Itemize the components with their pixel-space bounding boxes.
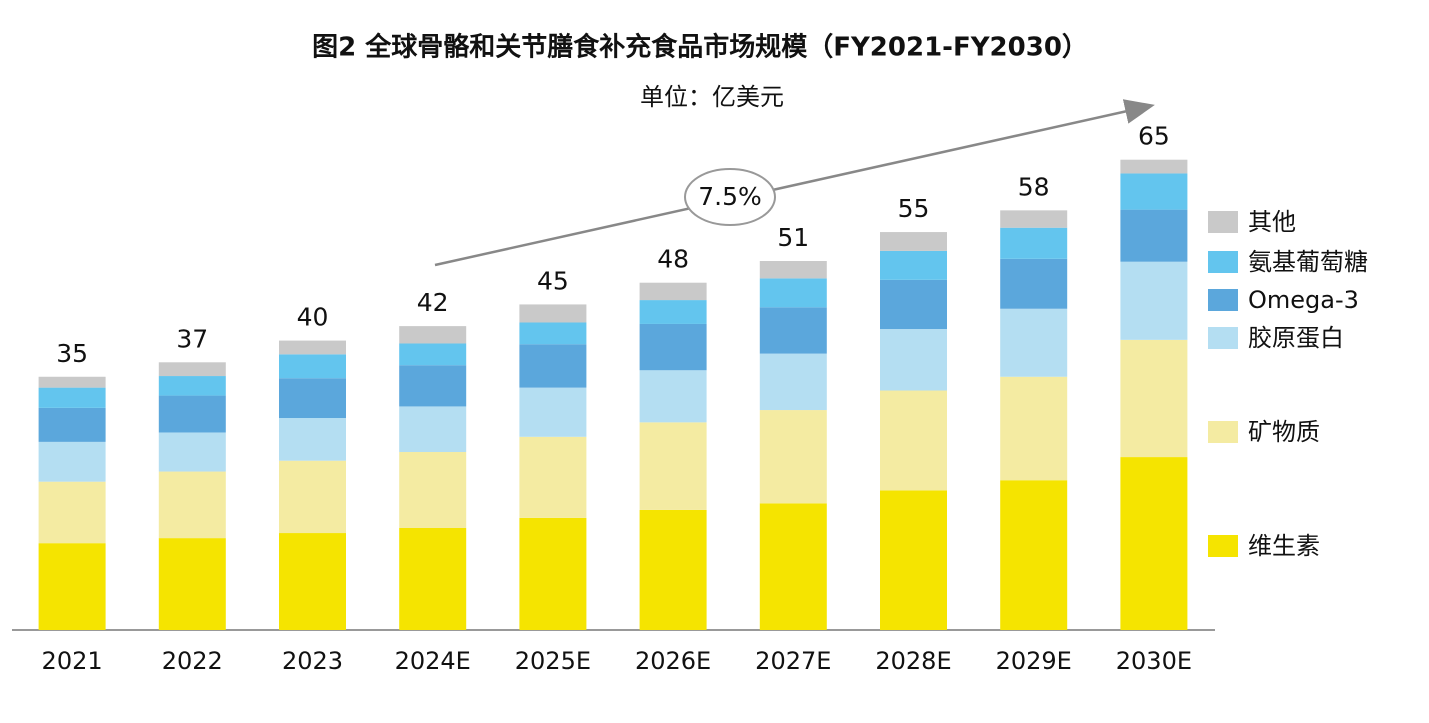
bar-segment [158,471,226,539]
x-tick-label: 2027E [755,647,831,675]
bar-segment [639,323,707,371]
bar-segment [759,307,827,354]
total-label: 65 [1138,122,1170,151]
total-label: 51 [777,223,809,252]
bar-segment [1000,258,1068,309]
legend-swatch [1208,251,1238,273]
bar-segment [880,329,947,391]
total-label: 45 [537,266,569,295]
bar-segment [399,365,467,407]
bar-segment [1120,457,1188,630]
bar-segment [158,538,226,630]
bar-segment [38,407,106,442]
bar-segment [639,282,707,301]
x-tick-label: 2025E [515,647,591,675]
bar-segment [1000,376,1068,481]
bar-segment [1120,159,1188,174]
bar-segment [279,354,346,379]
bar-segment [880,250,947,280]
bar-segment [1120,261,1188,340]
bar-segment [639,422,707,510]
total-label: 40 [297,303,329,332]
bar-segment [1000,210,1068,228]
bar-segment [1120,209,1188,262]
bar-segment [759,261,827,279]
bar-segment [519,387,587,437]
legend-label: 维生素 [1248,532,1320,560]
bar-segment [399,527,467,630]
bar-segment [399,343,467,366]
bar-segment [399,452,467,528]
total-label: 42 [417,288,449,317]
bar-segment [639,300,707,324]
bar-segment [759,353,827,411]
chart-subtitle: 单位：亿美元 [640,83,784,111]
bar-segment [880,279,947,330]
total-label: 37 [176,324,208,353]
x-tick-label: 2028E [875,647,951,675]
x-tick-label: 2023 [282,647,343,675]
bar-segment [519,304,587,323]
x-tick-label: 2029E [996,647,1072,675]
bar-segment [158,395,226,433]
legend-swatch [1208,535,1238,557]
bar-segment [38,387,106,408]
bar-segment [1000,227,1068,259]
bar-segment [519,344,587,388]
bar-segment [38,376,106,388]
bar-segment [158,376,226,396]
bar-segment [158,432,226,472]
bar-segment [880,490,947,630]
legend-swatch [1208,327,1238,349]
trend-arrow [434,99,1155,267]
bar-segment [38,481,106,544]
x-tick-label: 2024E [395,647,471,675]
legend-swatch [1208,211,1238,233]
bar-segment [399,406,467,453]
legend-label: 胶原蛋白 [1248,324,1344,352]
x-tick-label: 2026E [635,647,711,675]
legend-label: 氨基葡萄糖 [1248,248,1368,276]
annotation: 7.5% [698,182,762,211]
bar-segment [519,322,587,345]
bar-segment [639,509,707,630]
bar-segment [1000,308,1068,377]
annotation-ellipse [684,168,776,226]
bar-segment [519,436,587,518]
legend-label: 矿物质 [1248,418,1320,446]
bar-segment [399,326,467,344]
total-label: 35 [56,339,88,368]
total-label: 58 [1018,172,1050,201]
bar-segment [639,370,707,423]
bar-segment [1120,339,1188,458]
bar-segment [279,460,346,534]
total-label: 55 [898,194,930,223]
bar-segment [279,340,346,355]
total-label: 48 [657,245,689,274]
x-tick-label: 2021 [42,647,103,675]
x-tick-label: 2030E [1116,647,1192,675]
bar-segment [279,378,346,419]
bar-segment [1000,480,1068,630]
legend-label: Omega-3 [1248,286,1359,314]
bar-segment [880,390,947,491]
bar-segment [279,533,346,630]
chart-title: 图2 全球骨骼和关节膳食补充食品市场规模（FY2021-FY2030） [312,32,1088,63]
legend-swatch [1208,421,1238,443]
x-tick-label: 2022 [162,647,223,675]
bar-segment [759,410,827,504]
bar-segment [38,441,106,482]
bar-segment [38,543,106,630]
bar-segment [158,362,226,377]
bar-segment [880,232,947,251]
bar-segment [759,503,827,630]
legend-swatch [1208,289,1238,311]
legend-label: 其他 [1248,208,1296,236]
bar-segment [759,278,827,308]
bar-segment [1120,173,1188,210]
bar-segment [519,517,587,630]
bar-segment [279,418,346,461]
